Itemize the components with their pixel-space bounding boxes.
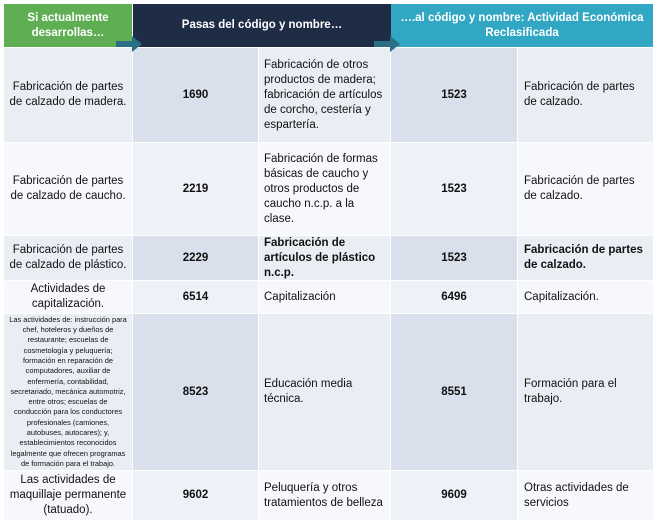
- from-code-cell: 8523: [133, 314, 259, 470]
- from-code-cell: 2229: [133, 236, 259, 280]
- from-code-cell: 9602: [133, 471, 259, 520]
- table-row: Las actividades de: instrucción para che…: [4, 313, 653, 470]
- header-to-code: ….al código y nombre: Actividad Económic…: [391, 4, 653, 47]
- table-row: Fabricación de partes de calzado de made…: [4, 47, 653, 142]
- to-code-cell: 1523: [391, 143, 518, 235]
- to-code-cell: 1523: [391, 48, 518, 142]
- activity-cell: Las actividades de: instrucción para che…: [4, 314, 133, 470]
- activity-cell: Fabricación de partes de calzado de cauc…: [4, 143, 133, 235]
- to-name-cell: Formación para el trabajo.: [518, 314, 653, 470]
- arrow-right-icon: [116, 36, 142, 52]
- table-row: Las actividades de maquillaje permanente…: [4, 470, 653, 520]
- to-name-cell: Fabricación de partes de calzado.: [518, 236, 653, 280]
- to-name-cell: Fabricación de partes de calzado.: [518, 143, 653, 235]
- activity-cell: Fabricación de partes de calzado de plás…: [4, 236, 133, 280]
- table-row: Actividades de capitalización. 6514 Capi…: [4, 280, 653, 313]
- to-code-cell: 1523: [391, 236, 518, 280]
- from-name-cell: Capitalización: [259, 281, 391, 313]
- to-code-cell: 6496: [391, 281, 518, 313]
- activity-cell: Fabricación de partes de calzado de made…: [4, 48, 133, 142]
- from-name-cell: Educación media técnica.: [259, 314, 391, 470]
- header-from-code: Pasas del código y nombre…: [133, 4, 391, 47]
- reclassification-table: Si actualmente desarrollas… Pasas del có…: [4, 4, 653, 520]
- from-code-cell: 6514: [133, 281, 259, 313]
- header-current-activity: Si actualmente desarrollas…: [4, 4, 133, 47]
- from-code-cell: 1690: [133, 48, 259, 142]
- activity-cell: Las actividades de maquillaje permanente…: [4, 471, 133, 520]
- to-name-cell: Otras actividades de servicios: [518, 471, 653, 520]
- to-code-cell: 8551: [391, 314, 518, 470]
- activity-cell: Actividades de capitalización.: [4, 281, 133, 313]
- table-row: Fabricación de partes de calzado de plás…: [4, 235, 653, 280]
- arrow-right-icon: [374, 36, 400, 52]
- activity-text: Las actividades de: instrucción para che…: [9, 314, 127, 468]
- to-name-cell: Fabricación de partes de calzado.: [518, 48, 653, 142]
- to-name-cell: Capitalización.: [518, 281, 653, 313]
- from-code-cell: 2219: [133, 143, 259, 235]
- table-row: Fabricación de partes de calzado de cauc…: [4, 142, 653, 235]
- from-name-cell: Peluquería y otros tratamientos de belle…: [259, 471, 391, 520]
- from-name-cell: Fabricación de formas básicas de caucho …: [259, 143, 391, 235]
- table-header: Si actualmente desarrollas… Pasas del có…: [4, 4, 653, 52]
- from-name-cell: Fabricación de artículos de plástico n.c…: [259, 236, 391, 280]
- from-name-cell: Fabricación de otros productos de madera…: [259, 48, 391, 142]
- to-code-cell: 9609: [391, 471, 518, 520]
